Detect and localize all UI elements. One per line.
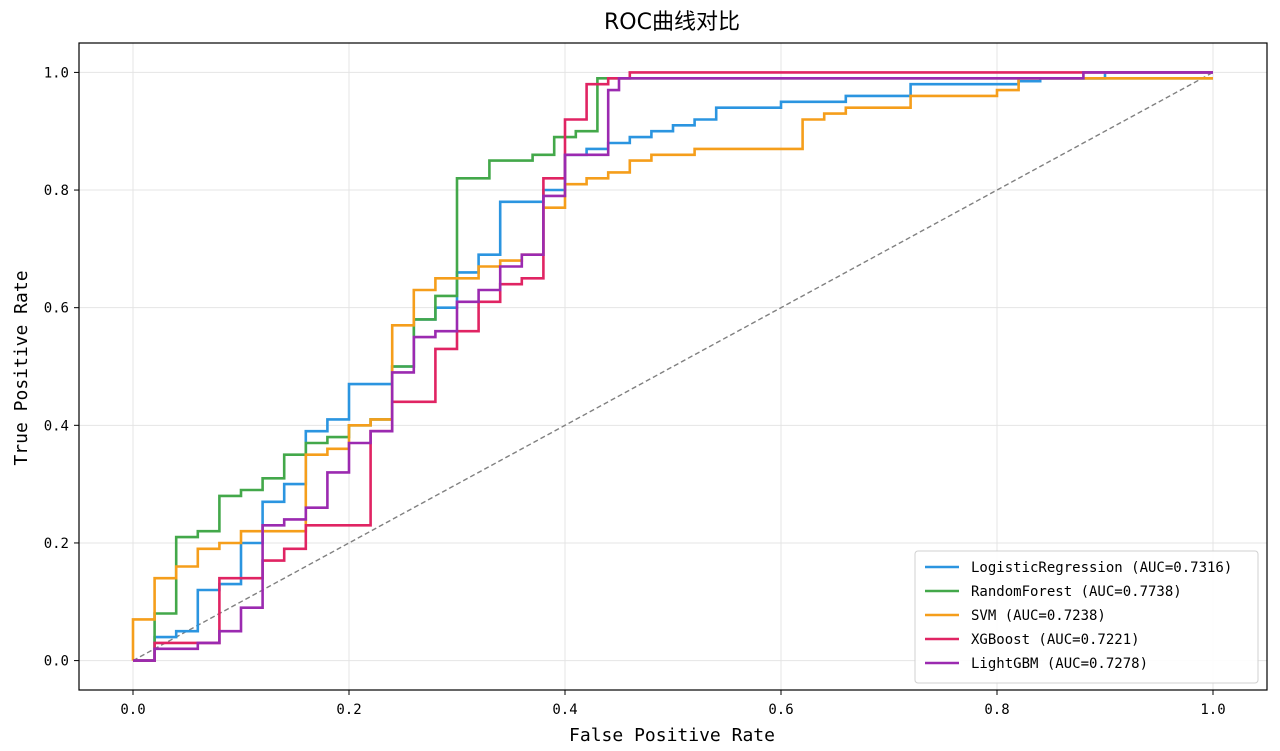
y-tick-label: 0.2 <box>44 536 69 552</box>
x-tick-label: 0.8 <box>984 702 1009 718</box>
legend-label-4: LightGBM (AUC=0.7278) <box>971 656 1148 672</box>
chart-title: ROC曲线对比 <box>604 10 740 35</box>
y-tick-label: 0.0 <box>44 654 69 670</box>
x-tick-label: 1.0 <box>1200 702 1225 718</box>
legend-label-1: RandomForest (AUC=0.7738) <box>971 584 1182 600</box>
roc-curve-3 <box>133 71 1213 662</box>
y-tick-label: 1.0 <box>44 65 69 81</box>
y-axis: 0.0 0.2 0.4 0.6 0.8 1.0 <box>44 65 79 670</box>
legend-label-0: LogisticRegression (AUC=0.7316) <box>971 560 1232 576</box>
y-tick-label: 0.8 <box>44 183 69 199</box>
y-tick-label: 0.6 <box>44 301 69 317</box>
x-tick-label: 0.0 <box>120 702 145 718</box>
x-tick-label: 0.4 <box>552 702 577 718</box>
x-axis-title: False Positive Rate <box>569 725 775 746</box>
legend-box <box>914 550 1259 684</box>
x-tick-label: 0.6 <box>768 702 793 718</box>
legend-label-3: XGBoost (AUC=0.7221) <box>971 632 1140 648</box>
y-tick-label: 0.4 <box>44 418 69 434</box>
plot-frame <box>78 42 1268 691</box>
y-axis-title: True Positive Rate <box>11 270 32 465</box>
x-axis: 0.0 0.2 0.4 0.6 0.8 1.0 <box>120 690 1226 718</box>
legend-label-2: SVM (AUC=0.7238) <box>971 608 1106 624</box>
roc-curve-4 <box>133 71 1213 662</box>
chance-diagonal-line <box>132 71 1214 662</box>
x-tick-label: 0.2 <box>336 702 361 718</box>
legend: LogisticRegression (AUC=0.7316) RandomFor… <box>914 550 1259 684</box>
series-layer <box>131 71 1213 662</box>
